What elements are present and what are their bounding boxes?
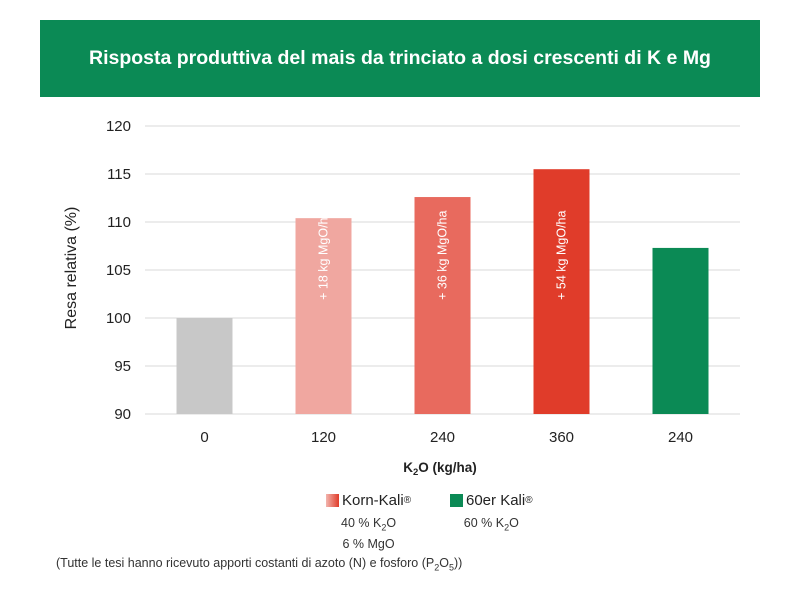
- bar: [414, 197, 471, 414]
- legend-60er-kali: 60er Kali ® 60 % K2O: [450, 492, 533, 536]
- bar-annotation: + 18 kg MgO/ha: [317, 211, 331, 300]
- y-tick-label: 120: [106, 118, 131, 135]
- y-tick-label: 115: [107, 166, 131, 183]
- x-tick-label: 240: [430, 429, 455, 446]
- bar: [176, 318, 233, 414]
- x-axis-label: K2O (kg/ha): [403, 460, 477, 478]
- legend-korn-kali-name: Korn-Kali: [342, 492, 404, 509]
- bar-labels: + 18 kg MgO/ha + 36 kg MgO/ha + 54 kg MgO/…: [317, 211, 569, 300]
- x-tick-label: 0: [200, 429, 208, 446]
- title-banner: Risposta produttiva del mais da trinciat…: [40, 20, 760, 97]
- x-tick-label: 120: [311, 429, 336, 446]
- korn-kali-swatch: [326, 494, 339, 507]
- x-axis-ticks: 0 120 240 360 240: [200, 429, 693, 446]
- bar: [295, 218, 352, 414]
- y-axis-ticks: 90 95 100 105 110 115 120: [106, 118, 131, 423]
- footnote: (Tutte le tesi hanno ricevuto apporti co…: [56, 556, 463, 573]
- y-tick-label: 105: [106, 262, 131, 279]
- y-tick-label: 100: [106, 310, 131, 327]
- y-axis-label: Resa relativa (%): [63, 207, 80, 330]
- bars: [176, 169, 709, 414]
- 60er-kali-swatch: [450, 494, 463, 507]
- y-tick-label: 90: [114, 406, 131, 423]
- bar: [533, 169, 590, 414]
- bar-annotation: + 54 kg MgO/ha: [555, 211, 569, 300]
- x-tick-label: 360: [549, 429, 574, 446]
- registered-mark: ®: [403, 495, 412, 506]
- bar: [652, 247, 709, 414]
- y-tick-label: 95: [114, 358, 131, 375]
- korn-kali-composition: 40 % K2O 6 % MgO: [341, 516, 397, 551]
- bar-annotation: + 36 kg MgO/ha: [436, 211, 450, 300]
- y-tick-label: 110: [107, 214, 131, 231]
- chart-title: Risposta produttiva del mais da trinciat…: [89, 47, 711, 69]
- registered-mark: ®: [525, 495, 533, 506]
- 60er-kali-composition: 60 % K2O: [463, 516, 519, 533]
- legend-korn-kali: Korn-Kali ® 40 % K2O 6 % MgO: [326, 492, 411, 552]
- x-tick-label: 240: [668, 429, 693, 446]
- legend-60er-kali-name: 60er Kali: [466, 492, 526, 509]
